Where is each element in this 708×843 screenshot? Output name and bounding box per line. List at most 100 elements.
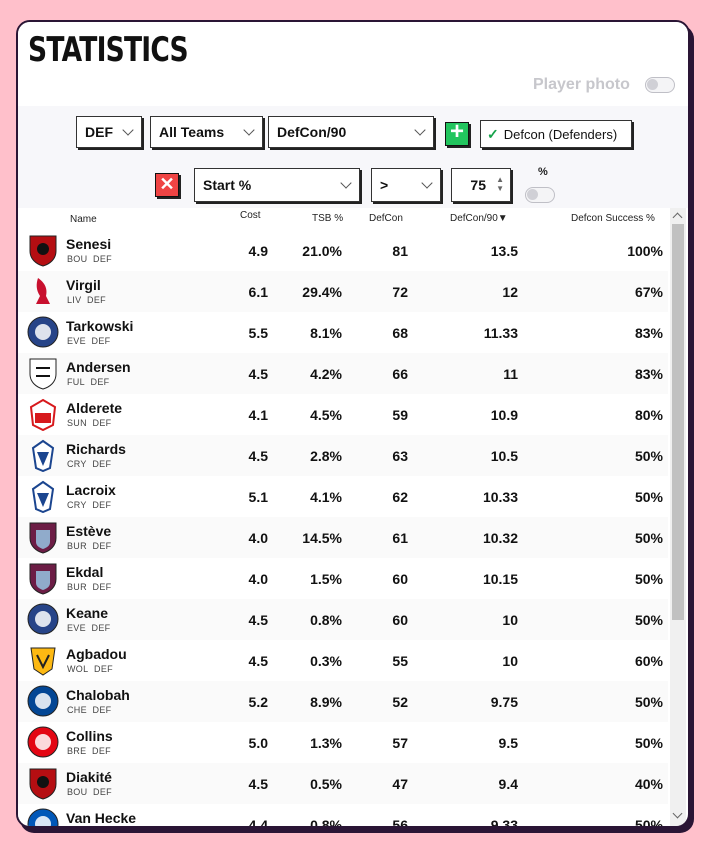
- defcon-defenders-chip[interactable]: ✓ Defcon (Defenders): [480, 120, 632, 148]
- player-team-pos: BUR DEF: [67, 541, 111, 551]
- player-name[interactable]: Ekdal: [66, 564, 104, 580]
- team-crest-icon: [27, 726, 59, 758]
- team-crest-icon: [27, 603, 59, 635]
- plus-icon: +: [449, 118, 464, 145]
- player-name[interactable]: Diakité: [66, 769, 112, 785]
- player-name[interactable]: Virgil: [66, 277, 101, 293]
- percent-toggle[interactable]: [525, 187, 555, 203]
- table-row[interactable]: Andersen FUL DEF 4.5 4.2% 66 11 83%: [18, 353, 668, 395]
- player-team: FUL: [67, 377, 85, 387]
- table-row[interactable]: Collins BRE DEF 5.0 1.3% 57 9.5 50%: [18, 722, 668, 764]
- player-name[interactable]: Chalobah: [66, 687, 130, 703]
- team-crest-icon: [29, 522, 57, 554]
- player-position: DEF: [92, 746, 111, 756]
- cell-defcon: 62: [392, 489, 408, 505]
- cell-cost: 4.9: [248, 243, 268, 259]
- cell-defcon90: 9.75: [490, 694, 518, 710]
- scrollbar[interactable]: [670, 208, 686, 826]
- toggle-knob: [647, 79, 658, 90]
- cell-defcon: 57: [392, 735, 408, 751]
- cell-tsb: 1.5%: [310, 571, 342, 587]
- team-crest-icon: [30, 647, 56, 676]
- team-select[interactable]: All Teams: [150, 116, 263, 148]
- table-row[interactable]: Tarkowski EVE DEF 5.5 8.1% 68 11.33 83%: [18, 312, 668, 354]
- statistics-card: STATISTICS Player photo DEF All Teams De…: [16, 20, 690, 828]
- player-name[interactable]: Van Hecke: [66, 810, 137, 826]
- player-name[interactable]: Richards: [66, 441, 126, 457]
- player-position: DEF: [94, 664, 113, 674]
- cell-defcon: 52: [392, 694, 408, 710]
- condition-field-select[interactable]: Start %: [194, 168, 360, 202]
- cell-defcon: 72: [392, 284, 408, 300]
- table-row[interactable]: Ekdal BUR DEF 4.0 1.5% 60 10.15 50%: [18, 558, 668, 600]
- cell-tsb: 1.3%: [310, 735, 342, 751]
- spinner-icon[interactable]: ▲ ▼: [496, 175, 504, 193]
- player-name[interactable]: Lacroix: [66, 482, 116, 498]
- cell-defcon: 66: [392, 366, 408, 382]
- cell-tsb: 8.1%: [310, 325, 342, 341]
- add-filter-button[interactable]: +: [445, 120, 469, 146]
- table-row[interactable]: Senesi BOU DEF 4.9 21.0% 81 13.5 100%: [18, 230, 668, 272]
- table-row[interactable]: Diakité BOU DEF 4.5 0.5% 47 9.4 40%: [18, 763, 668, 805]
- chevron-down-icon: [122, 124, 134, 136]
- cell-defcon90: 9.5: [498, 735, 518, 751]
- player-position: DEF: [90, 377, 110, 387]
- scroll-up-icon[interactable]: [672, 212, 683, 223]
- metric-select[interactable]: DefCon/90: [268, 116, 434, 148]
- team-crest-icon: [31, 439, 55, 472]
- table-row[interactable]: Chalobah CHE DEF 5.2 8.9% 52 9.75 50%: [18, 681, 668, 723]
- player-name[interactable]: Alderete: [66, 400, 123, 416]
- table-row[interactable]: Lacroix CRY DEF 5.1 4.1% 62 10.33 50%: [18, 476, 668, 518]
- cell-success: 40%: [634, 776, 663, 792]
- cell-defcon: 59: [392, 407, 408, 423]
- table-row[interactable]: Richards CRY DEF 4.5 2.8% 63 10.5 50%: [18, 435, 668, 477]
- team-crest-icon: [29, 398, 57, 431]
- table-row[interactable]: Keane EVE DEF 4.5 0.8% 60 10 50%: [18, 599, 668, 641]
- col-defcon90[interactable]: DefCon/90▼: [450, 213, 508, 224]
- scroll-down-icon[interactable]: [672, 808, 683, 819]
- operator-select[interactable]: >: [371, 168, 441, 202]
- player-team-pos: CRY DEF: [67, 500, 111, 510]
- player-team: LIV: [67, 295, 82, 305]
- cell-tsb: 14.5%: [302, 530, 342, 546]
- team-crest-icon: [29, 358, 57, 390]
- player-name[interactable]: Tarkowski: [66, 318, 134, 334]
- col-tsb[interactable]: TSB %: [312, 213, 344, 224]
- col-name[interactable]: Name: [70, 214, 97, 225]
- chip-label: Defcon (Defenders): [503, 126, 618, 142]
- player-position: DEF: [92, 500, 112, 510]
- position-select[interactable]: DEF: [76, 116, 142, 148]
- unit-label: %: [538, 166, 548, 178]
- scrollbar-thumb[interactable]: [672, 224, 684, 620]
- remove-condition-button[interactable]: ✕: [155, 173, 179, 197]
- cell-defcon90: 9.4: [498, 776, 518, 792]
- chevron-down-icon: [421, 177, 433, 189]
- threshold-input[interactable]: 75 ▲ ▼: [451, 168, 511, 202]
- col-defcon[interactable]: DefCon: [369, 213, 403, 224]
- cell-success: 50%: [634, 448, 663, 464]
- player-name[interactable]: Estève: [66, 523, 112, 539]
- cell-defcon: 60: [392, 571, 408, 587]
- cell-tsb: 4.5%: [310, 407, 342, 423]
- col-success[interactable]: Defcon Success %: [571, 213, 655, 224]
- player-team-pos: BUR DEF: [67, 582, 111, 592]
- table-row[interactable]: Agbadou WOL DEF 4.5 0.3% 55 10 60%: [18, 640, 668, 682]
- player-photo-toggle[interactable]: [645, 77, 675, 93]
- player-team: WOL: [67, 664, 89, 674]
- player-photo-label: Player photo: [533, 76, 630, 93]
- player-team: CRY: [67, 500, 87, 510]
- player-name[interactable]: Keane: [66, 605, 109, 621]
- check-icon: ✓: [487, 125, 499, 142]
- table-row[interactable]: Alderete SUN DEF 4.1 4.5% 59 10.9 80%: [18, 394, 668, 436]
- table-row[interactable]: Virgil LIV DEF 6.1 29.4% 72 12 67%: [18, 271, 668, 313]
- table-row[interactable]: Estève BUR DEF 4.0 14.5% 61 10.32 50%: [18, 517, 668, 559]
- player-name[interactable]: Collins: [66, 728, 113, 744]
- player-name[interactable]: Senesi: [66, 236, 112, 252]
- cell-defcon90: 11: [503, 366, 518, 382]
- cell-defcon90: 11.33: [483, 325, 518, 341]
- col-cost[interactable]: Cost: [240, 210, 261, 221]
- player-name[interactable]: Andersen: [66, 359, 131, 375]
- player-position: DEF: [92, 582, 112, 592]
- player-name[interactable]: Agbadou: [66, 646, 127, 662]
